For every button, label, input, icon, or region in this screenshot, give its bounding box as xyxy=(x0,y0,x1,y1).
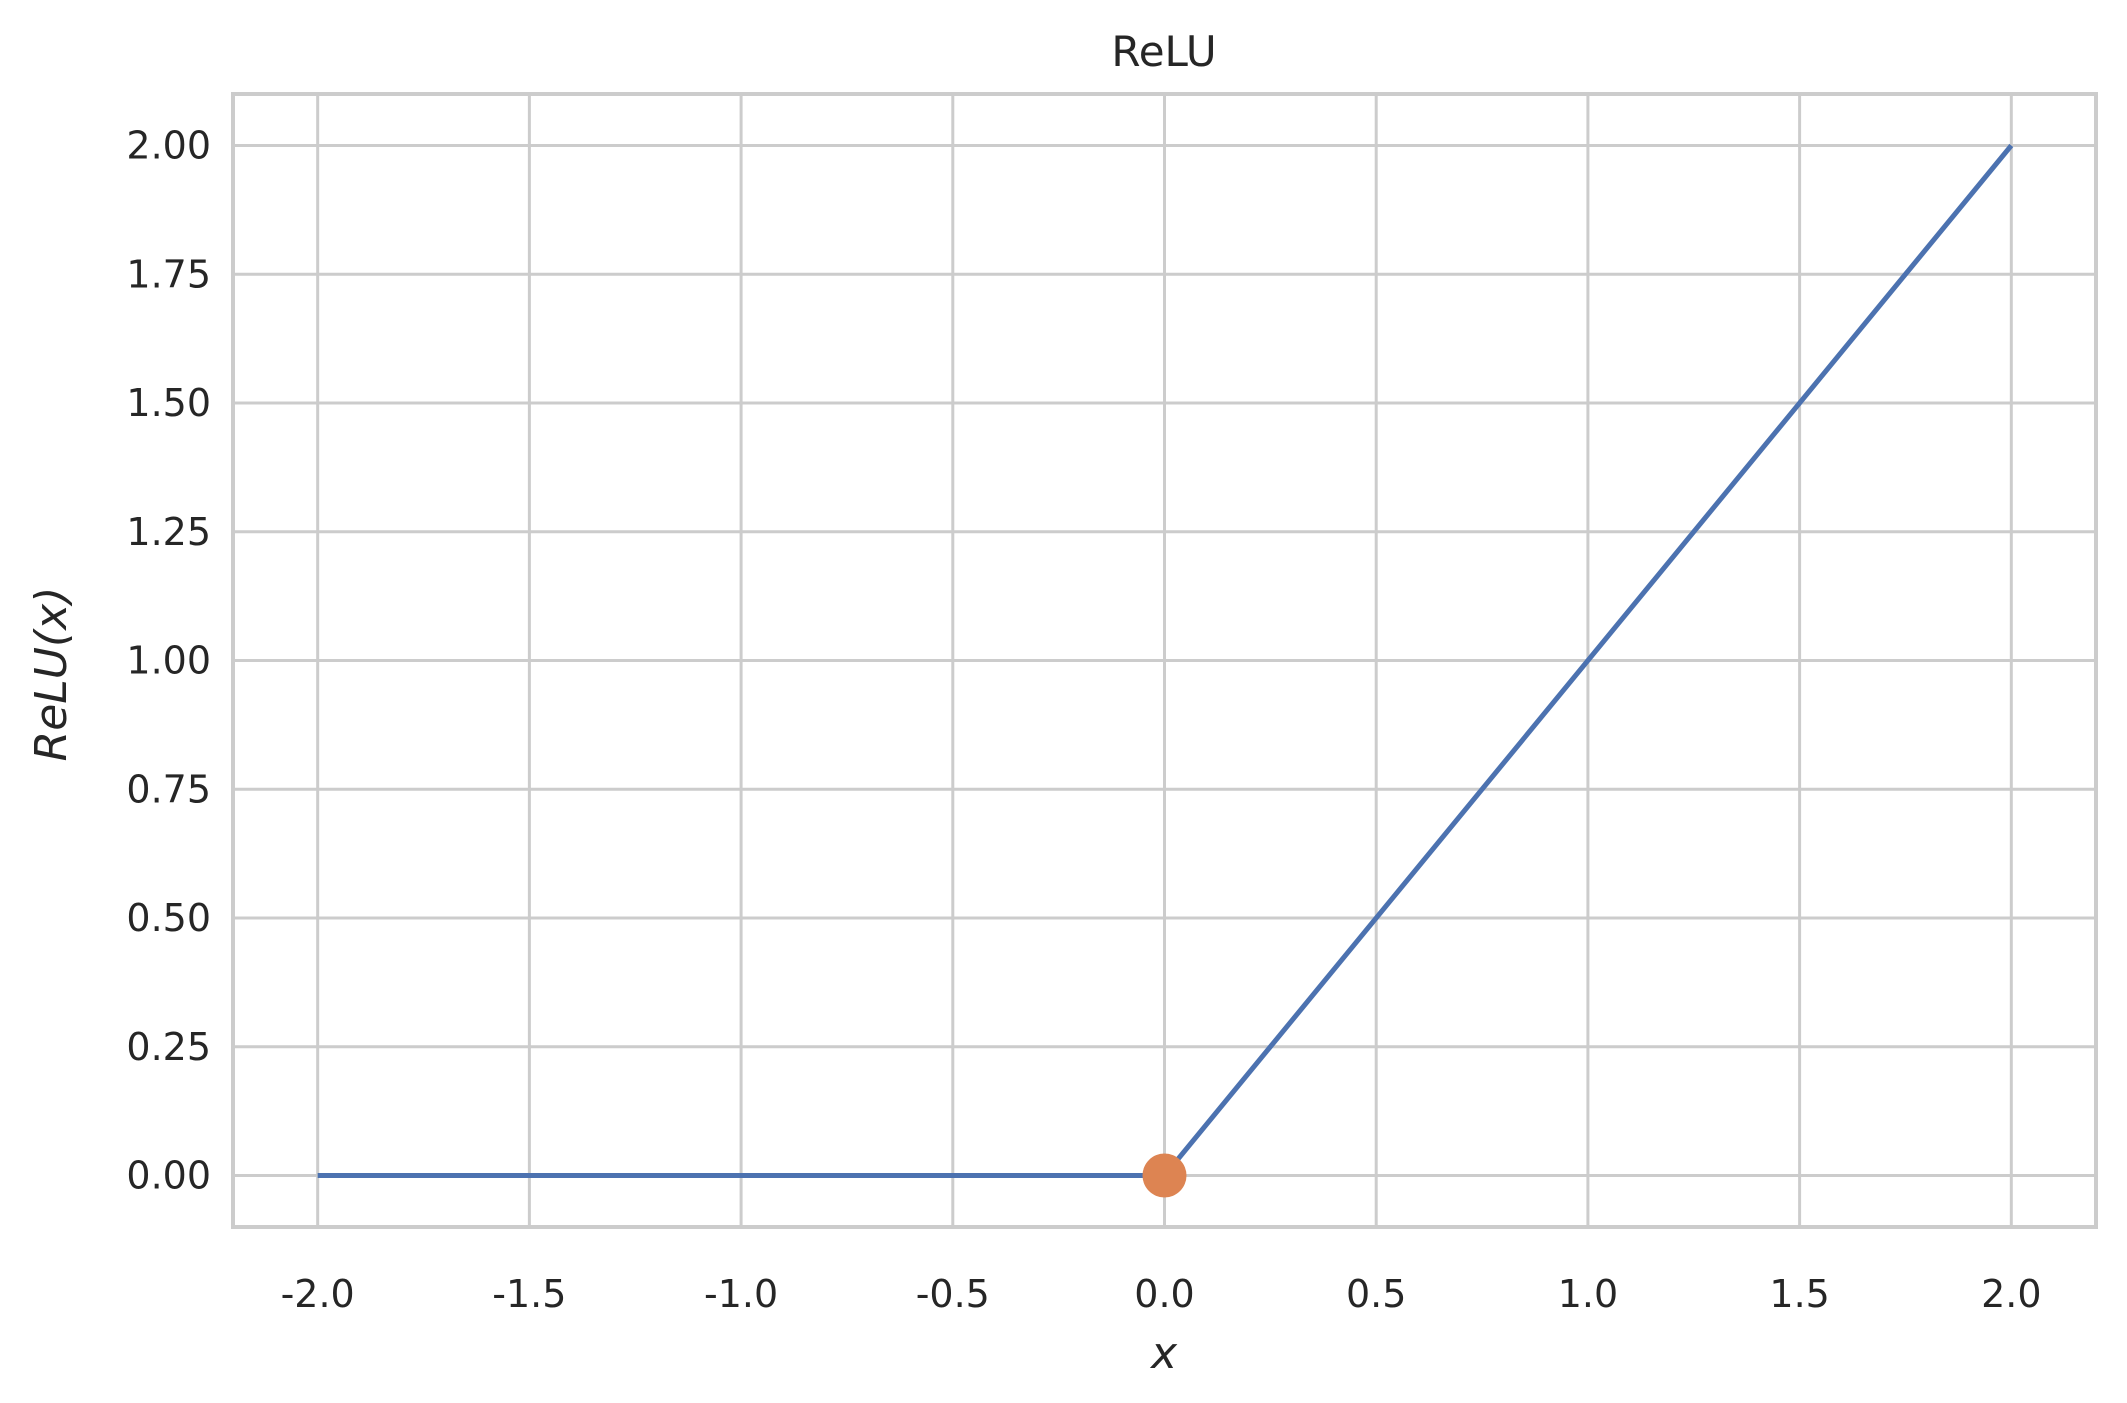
y-tick-label: 1.50 xyxy=(126,381,211,425)
y-tick-label: 1.00 xyxy=(126,639,211,683)
y-tick-labels: 0.00 0.25 0.50 0.75 1.00 1.25 1.50 1.75 2.00 xyxy=(126,124,211,1198)
x-tick-label: -2.0 xyxy=(281,1272,355,1316)
y-tick-label: 1.25 xyxy=(126,510,211,554)
y-tick-label: 1.75 xyxy=(126,252,211,296)
y-tick-label: 2.00 xyxy=(126,124,211,168)
plot-frame xyxy=(231,92,2098,1229)
origin-point-marker xyxy=(1142,1153,1187,1198)
y-tick-label: 0.75 xyxy=(126,767,211,811)
y-tick-label: 0.00 xyxy=(126,1154,211,1198)
y-axis-title: ReLU(x) xyxy=(26,587,77,762)
x-tick-label: 2.0 xyxy=(1981,1272,2041,1316)
marker-layer xyxy=(1142,1153,1187,1198)
x-tick-label: 0.5 xyxy=(1346,1272,1406,1316)
chart-title: ReLU xyxy=(1111,27,1216,76)
grid xyxy=(233,94,2096,1227)
x-tick-label: -1.5 xyxy=(492,1272,566,1316)
x-tick-label: 0.0 xyxy=(1134,1272,1194,1316)
x-tick-label: 1.5 xyxy=(1769,1272,1829,1316)
x-tick-label: -1.0 xyxy=(704,1272,778,1316)
x-axis-title: x xyxy=(1149,1328,1178,1379)
x-tick-label: 1.0 xyxy=(1558,1272,1618,1316)
y-tick-label: 0.25 xyxy=(126,1025,211,1069)
x-tick-labels: -2.0 -1.5 -1.0 -0.5 0.0 0.5 1.0 1.5 2.0 xyxy=(281,1272,2042,1316)
x-tick-label: -0.5 xyxy=(916,1272,990,1316)
y-tick-label: 0.50 xyxy=(126,896,211,940)
